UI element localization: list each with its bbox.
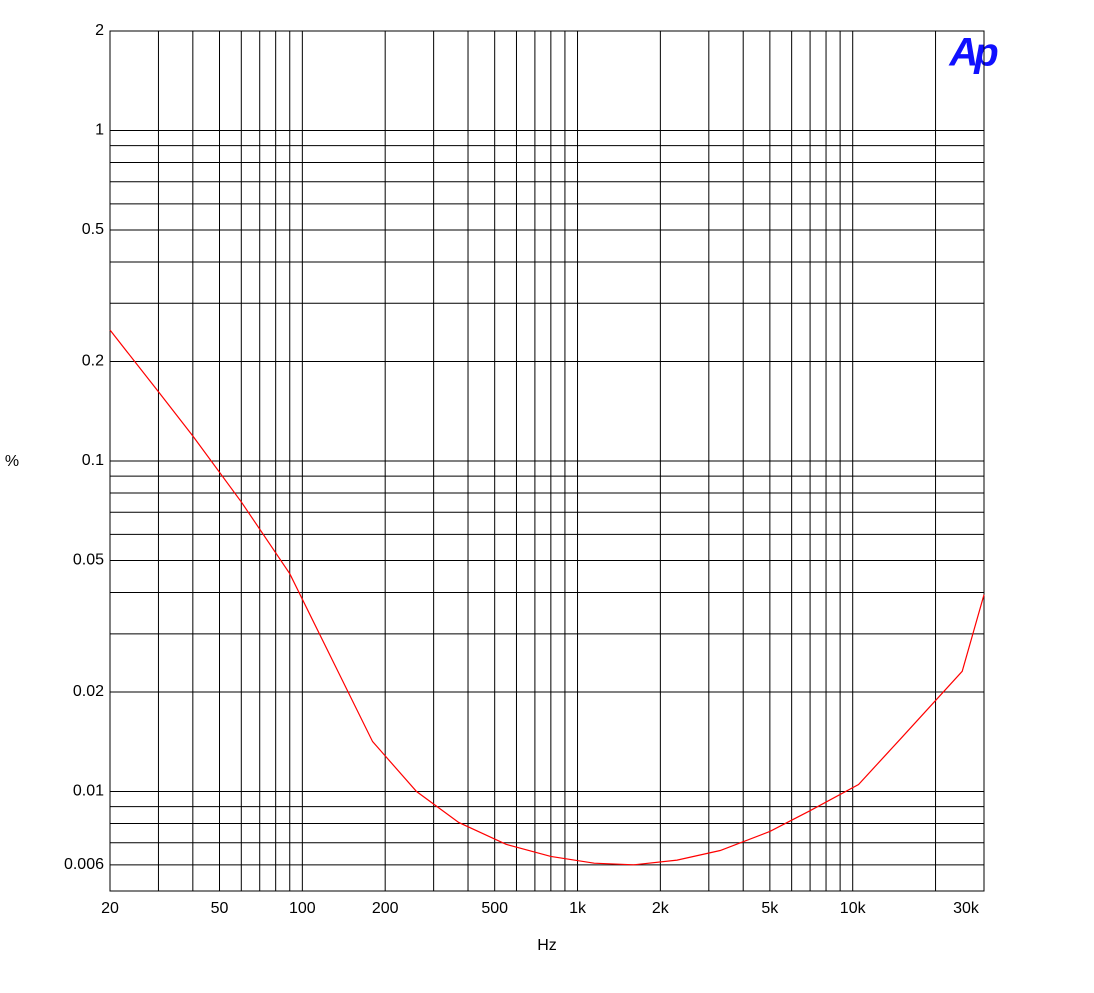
plot-frame [109, 30, 985, 892]
y-tick-label: 1 [95, 122, 104, 139]
x-tick-label: 200 [372, 900, 399, 917]
y-axis-label: % [5, 453, 19, 470]
y-tick-label: 2 [95, 22, 104, 39]
y-tick-label: 0.2 [82, 353, 104, 370]
y-tick-label: 0.5 [82, 221, 104, 238]
x-tick-label: 100 [289, 900, 316, 917]
x-tick-label: 2k [652, 900, 670, 917]
y-tick-label: 0.01 [73, 783, 104, 800]
x-tick-label: 30k [953, 900, 980, 917]
y-tick-label: 0.05 [73, 552, 104, 569]
data-line [109, 329, 985, 866]
x-tick-label: 20 [101, 900, 119, 917]
y-tick-label: 0.006 [64, 856, 104, 873]
x-tick-label: 5k [761, 900, 779, 917]
x-tick-label: 1k [569, 900, 587, 917]
x-axis-label: Hz [537, 937, 557, 954]
x-tick-label: 500 [481, 900, 508, 917]
y-tick-label: 0.02 [73, 683, 104, 700]
logo: Ap [948, 31, 998, 75]
x-tick-label: 50 [211, 900, 229, 917]
x-tick-label: 10k [840, 900, 867, 917]
y-tick-label: 0.1 [82, 452, 104, 469]
